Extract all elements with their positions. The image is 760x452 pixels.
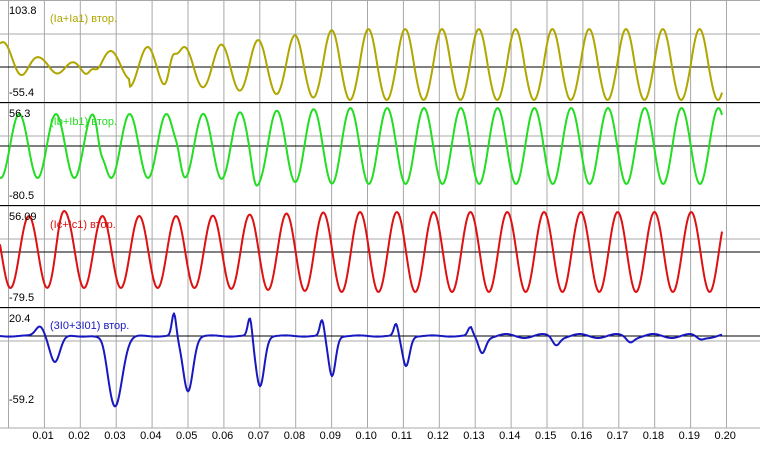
- time-tick-label: 0.19: [678, 430, 701, 442]
- time-tick-label: 0.17: [606, 430, 629, 442]
- ch1-max-value: 103.8: [9, 5, 37, 17]
- waveform-ib: [0, 107, 723, 187]
- time-tick-label: 0.06: [211, 430, 234, 442]
- ch1-min-value: -55.4: [9, 87, 35, 99]
- time-tick-label: 0.02: [68, 430, 90, 442]
- waveforms: [0, 28, 723, 408]
- waveform-3i0: [0, 312, 723, 408]
- time-tick-label: 0.09: [319, 430, 342, 442]
- time-tick-label: 0.18: [642, 430, 665, 442]
- ch3-max-value: 56.09: [9, 211, 37, 223]
- time-tick-label: 0.04: [140, 430, 162, 442]
- ch2-min-value: -80.5: [9, 190, 35, 202]
- ch4-min-value: -59.2: [9, 394, 35, 406]
- ch3-min-value: -79.5: [9, 292, 35, 304]
- waveform-ia: [0, 28, 723, 101]
- time-tick-label: 0.08: [283, 430, 306, 442]
- time-tick-label: 0.03: [104, 430, 126, 442]
- waveform-ic: [0, 210, 723, 293]
- time-tick-label: 0.11: [391, 430, 412, 442]
- time-tick-label: 0.07: [247, 430, 270, 442]
- ch4-max-value: 20.4: [9, 313, 31, 325]
- time-tick-label: 0.15: [535, 430, 557, 442]
- grid-lines: [0, 0, 760, 429]
- ch4-name-label: (3I0+3I01) втор.: [50, 320, 130, 332]
- time-tick-label: 0.01: [32, 430, 54, 442]
- ch2-name-label: (Ib+Ib1) втор.: [50, 116, 118, 128]
- ch1-name-label: (Ia+Ia1) втор.: [50, 13, 118, 25]
- time-tick-label: 0.05: [176, 430, 198, 442]
- time-tick-label: 0.12: [427, 430, 449, 442]
- time-tick-label: 0.14: [499, 430, 521, 442]
- time-tick-label: 0.10: [355, 430, 377, 442]
- ch2-max-value: 56.3: [9, 108, 31, 120]
- ch3-name-label: (Ic+Ic1) втор.: [50, 219, 116, 231]
- time-tick-label: 0.20: [714, 430, 736, 442]
- time-tick-label: 0.16: [570, 430, 593, 442]
- time-tick-label: 0.13: [463, 430, 485, 442]
